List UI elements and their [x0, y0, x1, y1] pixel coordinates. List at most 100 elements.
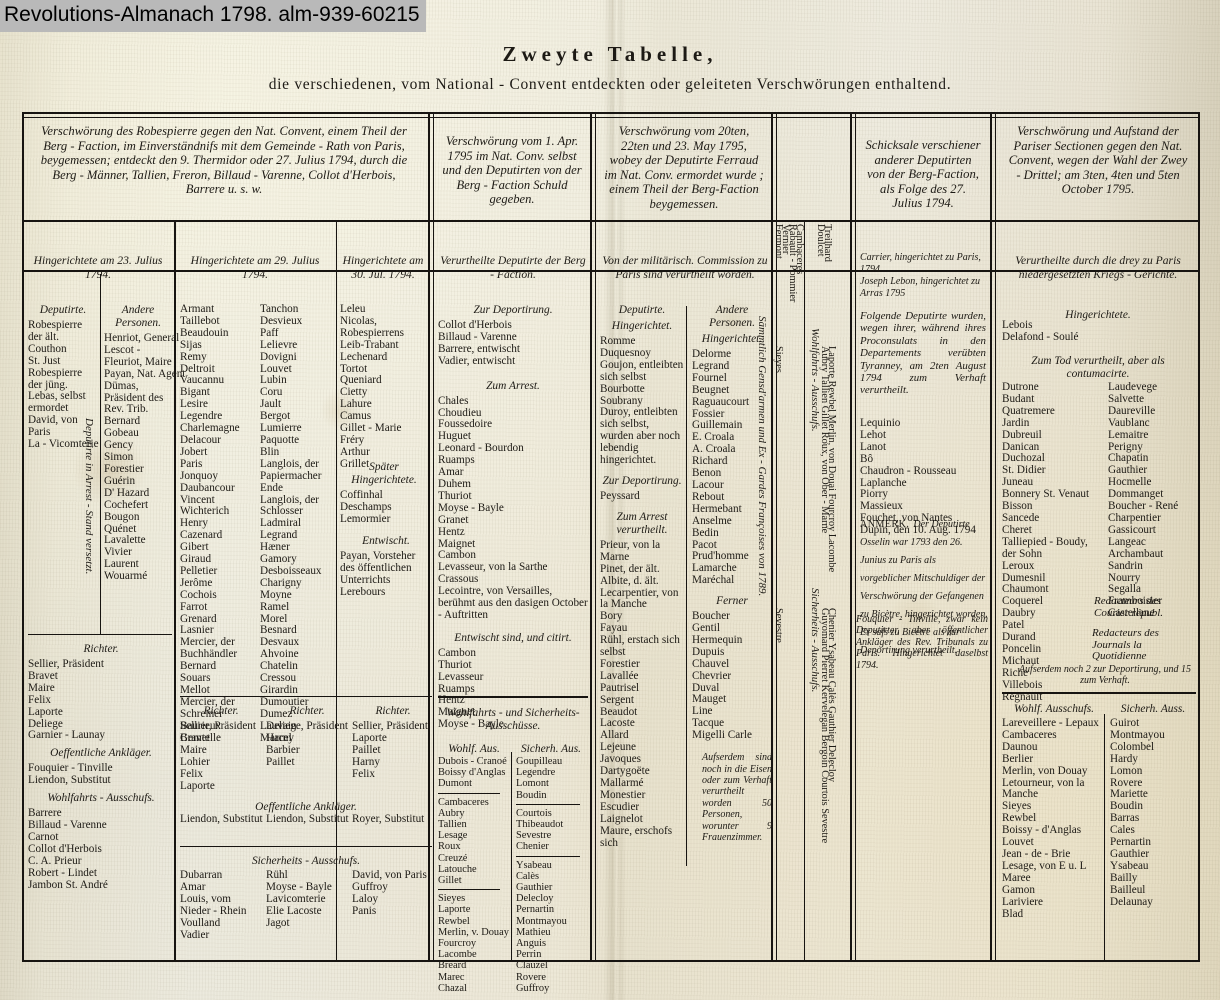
- list-item: Ramel: [260, 600, 290, 613]
- list-item: Dubreuil: [1002, 428, 1042, 441]
- list-item: Chatelin: [260, 660, 298, 673]
- list-item: Simon: [104, 451, 134, 464]
- list-item: Chales: [438, 394, 469, 407]
- list-item: Lemormier: [340, 512, 391, 525]
- col3-later-list: Coffinhal Deschamps Lemormier: [340, 489, 428, 526]
- list-item: Lescot - Fleuriot, Maire: [104, 343, 172, 368]
- list-item: Lacoste: [600, 717, 635, 730]
- list-item: Paris: [28, 426, 51, 439]
- list-item: Hermequin: [692, 633, 743, 646]
- list-item: Legendre: [180, 410, 223, 423]
- col4-security-heading: Sicherh. Aus.: [520, 743, 581, 755]
- list-item: Dupin, den 10. Aug. 1794: [860, 524, 976, 537]
- list-item: Liendon, Substitut: [28, 774, 111, 787]
- list-item: Sellier, Präsident: [28, 658, 104, 670]
- list-item: Bourbotte: [600, 382, 645, 395]
- list-item: Charpentier: [1108, 511, 1161, 524]
- list-item: Tacque: [692, 717, 725, 730]
- list-item: Lumierre: [260, 422, 302, 435]
- list-item: Blad: [1002, 907, 1024, 920]
- strip-b-name-1: Treilhard: [822, 224, 833, 262]
- list-item: Quatremere: [1002, 404, 1055, 417]
- list-item: Garnier - Launay: [28, 729, 106, 742]
- security-strip-sieyes: Sieyes: [773, 346, 784, 373]
- page-title: Zweyte Tabelle,: [502, 42, 718, 66]
- list-item: Forestier: [600, 657, 640, 670]
- list-item: Bergot: [260, 410, 291, 423]
- list-item: Hæner: [260, 541, 290, 554]
- list-item: Nicolas, Robespierrens Leib-Trabant: [340, 314, 405, 351]
- list-item: Boissy d'Anglas: [438, 767, 506, 779]
- list-item: Desboisseaux: [260, 564, 322, 577]
- list-item: Danican: [1002, 440, 1040, 453]
- list-item: Archambaut: [1108, 547, 1164, 560]
- list-item: Lanot: [860, 440, 887, 453]
- list-item: Pernartin: [1110, 836, 1152, 849]
- list-item: Soubrany: [600, 394, 643, 407]
- col2-judges-b-heading: Richter.: [289, 705, 325, 717]
- list-item: Cambon: [438, 549, 476, 562]
- list-item: Pinet, der ält.: [600, 562, 660, 575]
- list-item: Paillet: [352, 743, 381, 756]
- list-item: Lecarpentier, von la Manche: [600, 586, 679, 611]
- col1-deputies-list: Robespierre der ält. Couthon St. Just Robesp…: [28, 319, 99, 451]
- list-item: Arthur: [340, 445, 370, 458]
- col4-deport-block: Zur Deportirung. Collot d'Herbois Billaud…: [438, 304, 588, 731]
- list-item: Lavalette: [104, 534, 146, 547]
- list-item: Cochois: [180, 588, 217, 601]
- list-item: Daunou: [1002, 740, 1038, 753]
- list-item: Clauzel: [516, 960, 548, 972]
- col4-escaped-heading: Entwischt sind, und citirt.: [454, 631, 572, 644]
- list-item: Amar: [180, 880, 206, 893]
- list-item: Choudieu: [438, 406, 482, 419]
- list-item: Goujon, entleibten sich selbst: [600, 358, 684, 383]
- col4-subheader: Verurtheilte Deputirte der Berg - Factio…: [440, 254, 586, 281]
- col5-header: Verschwörung vom 20ten, 22ten und 23. Ma…: [604, 124, 764, 211]
- list-item: Lomont: [516, 778, 549, 790]
- list-item: Richard: [692, 455, 728, 468]
- col2-judges-a: Richter. Sellier, Präsident Bravet Maire Lo…: [180, 700, 262, 792]
- col7-header: Verschwörung und Aufstand der Pariser Se…: [1008, 124, 1188, 197]
- list-item: Bravet: [180, 731, 210, 744]
- col6-anmerk-text: Der Deputirte Osselin war 1793 den 26. J…: [860, 519, 988, 656]
- col2-prosecutors-b: Liendon, Substitut: [266, 813, 349, 826]
- list-item: Dumont: [438, 778, 473, 790]
- list-item: Bernard: [104, 415, 141, 428]
- list-item: Jardin: [1002, 416, 1030, 429]
- list-item: Billaud - Varenne: [438, 330, 517, 343]
- list-item: Lacombe: [438, 949, 477, 961]
- list-item: Laurent: [104, 558, 139, 571]
- list-item: Lechenard: [340, 350, 388, 363]
- list-item: Taillebot: [180, 314, 220, 327]
- list-item: Cambaceres: [1002, 728, 1057, 741]
- list-item: Gauthier: [1108, 464, 1148, 477]
- col3-list: Leleu Nicolas, Robespierrens Leib-Trabant…: [340, 303, 428, 471]
- list-item: Duval: [692, 681, 720, 694]
- col4-arrest-heading: Zum Arrest.: [486, 379, 540, 392]
- rule-top-outer: [22, 112, 1200, 114]
- list-item: Guillemain: [692, 419, 743, 432]
- list-item: Lacour: [692, 478, 724, 491]
- list-item: Gillet - Marie: [340, 422, 402, 435]
- list-item: Fouquier - Tinville: [28, 762, 113, 775]
- vrule-right-border: [1198, 112, 1200, 962]
- list-item: Delacour: [180, 433, 221, 446]
- list-item: Fayau: [600, 622, 628, 635]
- list-item: Lahure: [340, 398, 372, 411]
- list-item: Sandrin: [1108, 559, 1143, 572]
- col5-others-exec-heading: Hingerichtet.: [701, 333, 763, 345]
- col2-prosecutors-heading: Oeffentliche Ankläger.: [255, 801, 357, 813]
- list-item: Pelletier: [180, 564, 218, 577]
- col7-footnote: Aufserdem noch 2 zur Deportirung, und 15…: [1018, 664, 1192, 687]
- list-item: Line: [692, 705, 713, 718]
- list-item: Armant: [180, 303, 215, 315]
- col3-escaped-list: Payan, Vorsteher des öffentlichen Unterr…: [340, 550, 432, 599]
- col4-welfare-list: Dubois - Cranoé Boissy d'Anglas Dumont Camb…: [438, 756, 510, 994]
- list-item: Duquesnoy: [600, 346, 651, 359]
- list-item: Lauvain: [260, 719, 297, 732]
- strip-b-name-1: Treilhard: [822, 224, 833, 262]
- col5-dep-exec-list: Romme Duquesnoy Goujon, entleibten sich se…: [600, 335, 684, 467]
- list-item: Patel: [1002, 619, 1025, 632]
- list-item: Wouarmé: [104, 570, 148, 583]
- col3-later-heading: Später Hingerichtete.: [351, 461, 417, 486]
